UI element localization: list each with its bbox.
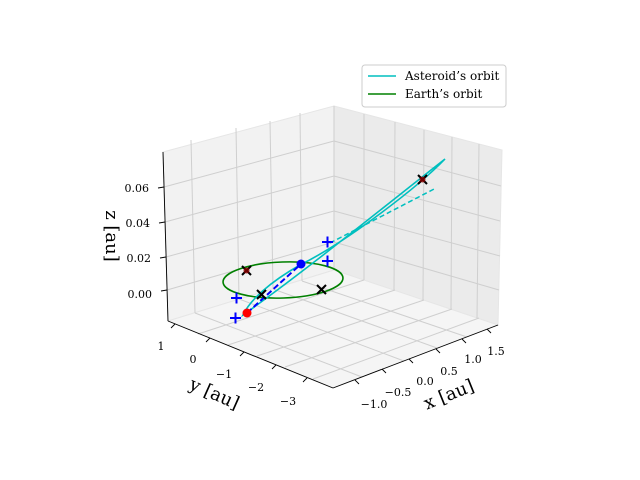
y-tick-label: 1 [158,340,165,353]
plus-marker [231,292,242,304]
dark-red-dot [419,176,426,183]
z-tick-label: 0.04 [126,217,151,230]
tick-marks [157,186,492,385]
red-dot [242,308,252,318]
blue-dot [296,259,306,269]
cross-marker [316,284,327,295]
y-tick-label: −1 [216,368,232,381]
blue-plus-markers [230,236,333,324]
z-tick-labels: 0.06 0.04 0.02 0.00 [125,182,153,301]
asteroid-dashed-segment [329,187,437,244]
y-tick-label: 0 [190,353,197,366]
transfer-dashed-line [246,263,302,314]
y-tick-label: −2 [248,381,264,394]
legend-box [361,64,507,108]
axis-edges [162,151,499,389]
x-tick-label: −1.0 [361,398,388,411]
cross-marker [256,289,267,300]
plus-marker [230,312,241,324]
earth-orbit-line [222,261,344,299]
x-tick-label: 1.0 [464,353,482,366]
plus-marker [322,236,333,248]
legend: Asteroid’s orbit Earth’s orbit [361,64,507,108]
z-tick-label: 0.02 [127,252,152,265]
grid [162,106,502,380]
plus-marker [322,255,333,267]
y-tick-label: −3 [280,395,296,408]
z-axis-label: z [au] [101,210,122,262]
x-tick-labels: −1.0 −0.5 0.0 0.5 1.0 1.5 [361,345,505,411]
x-tick-label: −0.5 [385,386,412,399]
legend-label-earth: Earth’s orbit [405,87,482,101]
legend-label-asteroid: Asteroid’s orbit [404,69,499,83]
x-tick-label: 0.5 [440,365,458,378]
z-tick-label: 0.00 [128,288,153,301]
x-tick-label: 0.0 [416,375,434,388]
x-tick-label: 1.5 [487,345,505,358]
dark-red-dot [243,267,250,274]
y-tick-labels: 1 0 −1 −2 −3 [158,340,297,408]
y-axis-label: y [au] [185,373,242,414]
z-tick-label: 0.06 [125,182,150,195]
